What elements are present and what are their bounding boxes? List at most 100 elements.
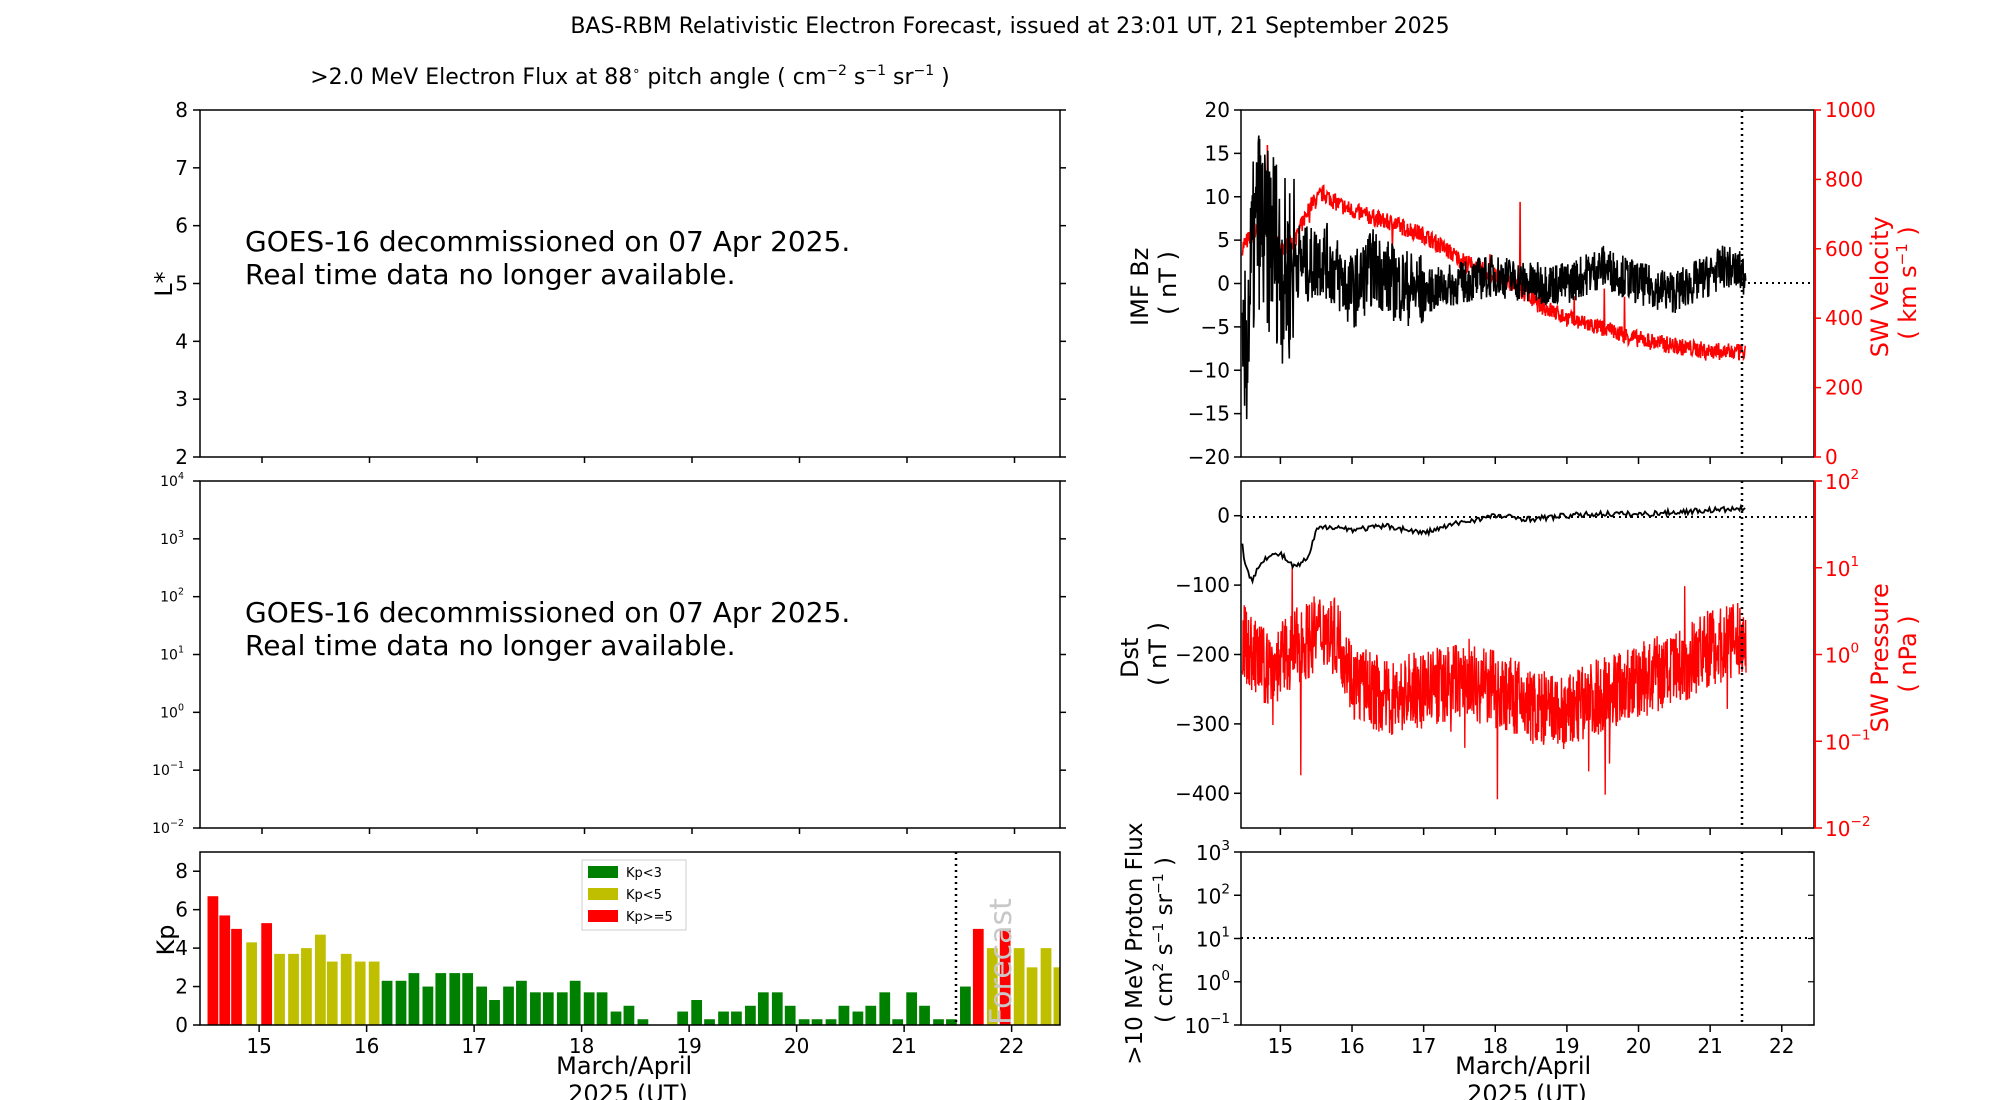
kp-panel-ylabel: Kp bbox=[152, 925, 180, 956]
kp-bar bbox=[946, 1019, 957, 1025]
proton-xtick-label: 19 bbox=[1554, 1034, 1579, 1058]
kp-bar bbox=[381, 980, 393, 1025]
imf-right-ytick-label: 600 bbox=[1825, 237, 1863, 261]
proton-ytick-label: 101 bbox=[1196, 925, 1230, 952]
imf-ytick-label: 0 bbox=[1217, 272, 1230, 296]
dst-data-lines bbox=[1241, 503, 1747, 800]
flux-ytick-label: 4 bbox=[175, 329, 188, 353]
kp-bar bbox=[274, 953, 285, 1025]
kp-bar bbox=[731, 1011, 742, 1025]
proton-xtick-label: 17 bbox=[1411, 1034, 1436, 1058]
kp-ytick-label: 4 bbox=[175, 936, 188, 960]
proton-ytick-label: 103 bbox=[1196, 838, 1230, 865]
flux-ytick-label: 3 bbox=[175, 387, 188, 411]
dst-line bbox=[1241, 503, 1746, 585]
kp-bar bbox=[960, 986, 971, 1025]
flux-panel-ylabel: L* bbox=[150, 271, 178, 296]
proton-xtick-label: 15 bbox=[1268, 1034, 1293, 1058]
kp-bar bbox=[865, 1005, 877, 1025]
kp-legend-swatch-mid bbox=[588, 888, 618, 900]
imf-ytick-label: −15 bbox=[1188, 402, 1230, 426]
dst-right-ytick-label: 10−1 bbox=[1825, 727, 1871, 754]
kp-legend-swatch-high bbox=[588, 910, 618, 922]
proton-ytick-label: 102 bbox=[1196, 881, 1230, 908]
kp-xtick-label: 18 bbox=[569, 1034, 594, 1058]
kp-bar bbox=[368, 961, 380, 1025]
kp-xtick-label: 20 bbox=[784, 1034, 809, 1058]
kp-bar bbox=[288, 953, 299, 1025]
dst-panel-ylabel: Dst ( nT ) bbox=[1116, 622, 1172, 686]
kp-bar bbox=[207, 896, 219, 1025]
kp-bar bbox=[246, 942, 257, 1025]
imf-right-ytick-label: 1000 bbox=[1825, 98, 1876, 122]
kp-bar bbox=[906, 992, 918, 1025]
spectrum-ytick-label: 10−1 bbox=[152, 760, 184, 779]
imf-ytick-label: −20 bbox=[1188, 445, 1230, 469]
kp-bar bbox=[691, 1000, 703, 1025]
kp-legend-label-low: Kp<3 bbox=[626, 866, 662, 881]
dst-right-ytick-label: 102 bbox=[1825, 467, 1859, 494]
kp-bar bbox=[1013, 948, 1025, 1025]
kp-bar bbox=[771, 992, 783, 1025]
dst-right-ytick-label: 101 bbox=[1825, 554, 1859, 581]
kp-bar bbox=[301, 948, 312, 1025]
kp-bar bbox=[677, 1011, 689, 1025]
kp-bar bbox=[542, 992, 554, 1025]
kp-bar bbox=[530, 992, 541, 1025]
spectrum-ytick-label: 100 bbox=[160, 702, 184, 721]
kp-bar bbox=[315, 934, 326, 1025]
dst-ytick-label: 0 bbox=[1217, 504, 1230, 528]
kp-panel-xlabel: March/April 2025 (UT) bbox=[556, 1052, 700, 1100]
proton-xtick-label: 16 bbox=[1339, 1034, 1364, 1058]
figure-title: BAS-RBM Relativistic Electron Forecast, … bbox=[570, 14, 1449, 39]
kp-bar bbox=[1053, 967, 1060, 1025]
spectrum-ytick-label: 103 bbox=[160, 529, 184, 548]
imf-data-lines bbox=[1241, 135, 1747, 420]
kp-bar bbox=[261, 923, 273, 1025]
kp-xtick-label: 22 bbox=[999, 1034, 1024, 1058]
imf-panel-xticks bbox=[1279, 457, 1783, 464]
imf-ytick-label: 15 bbox=[1205, 141, 1230, 165]
kp-bar bbox=[435, 973, 447, 1025]
dst-ytick-label: −100 bbox=[1175, 573, 1230, 597]
dst-ytick-label: −200 bbox=[1175, 643, 1230, 667]
kp-bar bbox=[1040, 948, 1052, 1025]
spectrum-ytick-label: 104 bbox=[160, 471, 184, 490]
kp-bars bbox=[207, 896, 1060, 1025]
kp-bar bbox=[516, 980, 527, 1025]
kp-bar bbox=[462, 973, 474, 1025]
flux-panel-message: GOES-16 decommissioned on 07 Apr 2025. R… bbox=[245, 225, 859, 291]
kp-bar bbox=[489, 1000, 500, 1025]
dst-right-ytick-label: 10−2 bbox=[1825, 814, 1871, 841]
kp-bar bbox=[408, 973, 420, 1025]
kp-bar bbox=[476, 986, 488, 1025]
kp-bar bbox=[892, 1019, 904, 1025]
proton-ytick-label: 10−1 bbox=[1185, 1011, 1231, 1038]
flux-panel-title: >2.0 MeV Electron Flux at 88∘ pitch angl… bbox=[310, 63, 950, 90]
imf-panel-right-yticks: 0 200 400 600 800 1000 bbox=[1814, 98, 1876, 469]
kp-bar bbox=[623, 1005, 635, 1025]
imf-ytick-label: −5 bbox=[1201, 315, 1230, 339]
dst-panel-xticks bbox=[1279, 828, 1783, 835]
kp-xtick-label: 16 bbox=[354, 1034, 379, 1058]
kp-bar bbox=[745, 1005, 756, 1025]
kp-bar bbox=[503, 986, 514, 1025]
kp-bar bbox=[326, 961, 338, 1025]
kp-forecast-label: Forecast bbox=[984, 898, 1019, 1025]
kp-bar bbox=[784, 1005, 796, 1025]
imf-right-ytick-label: 200 bbox=[1825, 376, 1863, 400]
dst-panel-right-ylabel: SW Pressure ( nPa ) bbox=[1866, 576, 1922, 733]
kp-bar bbox=[395, 980, 407, 1025]
kp-bar bbox=[422, 986, 434, 1025]
dst-right-ytick-label: 100 bbox=[1825, 641, 1859, 668]
kp-bar bbox=[811, 1019, 823, 1025]
kp-bar bbox=[596, 992, 608, 1025]
spectrum-ytick-label: 101 bbox=[160, 645, 184, 664]
kp-xtick-label: 17 bbox=[461, 1034, 486, 1058]
kp-bar bbox=[569, 980, 581, 1025]
imf-ytick-label: 5 bbox=[1217, 228, 1230, 252]
proton-panel-ylabel: >10 MeV Proton Flux ( cm2 s−1 sr−1 ) bbox=[1122, 815, 1178, 1064]
kp-legend-swatch-low bbox=[588, 866, 618, 878]
kp-xtick-label: 21 bbox=[891, 1034, 916, 1058]
proton-xtick-label: 22 bbox=[1769, 1034, 1794, 1058]
